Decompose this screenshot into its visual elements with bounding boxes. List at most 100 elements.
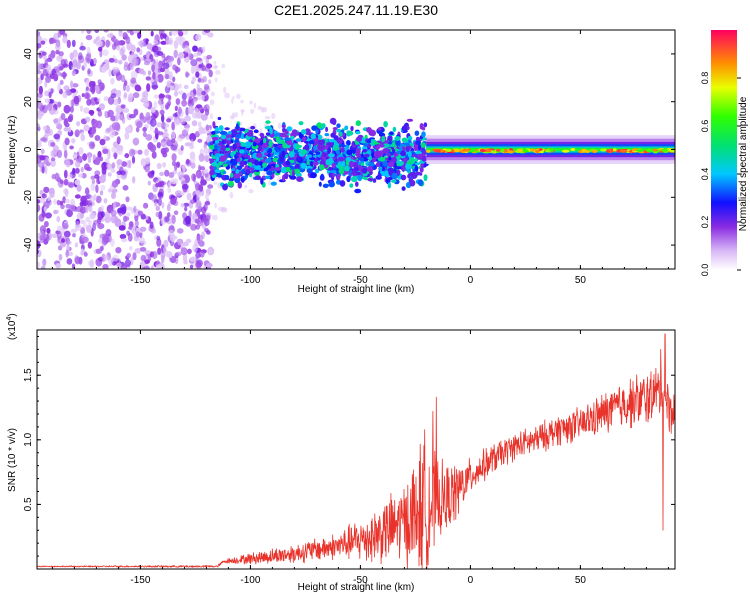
signal-speckle — [318, 164, 325, 171]
signal-speckle — [209, 169, 215, 176]
signal-speckle — [270, 181, 277, 186]
noise-speckle — [172, 169, 178, 175]
noise-speckle — [62, 223, 69, 230]
carrier-peak — [616, 149, 621, 153]
noise-speckle — [66, 209, 73, 218]
signal-speckle — [291, 169, 296, 177]
signal-speckle — [361, 167, 368, 174]
noise-speckle — [107, 33, 112, 38]
signal-speckle — [352, 144, 357, 148]
noise-speckle — [125, 216, 130, 221]
noise-speckle — [37, 204, 41, 213]
noise-speckle — [135, 231, 140, 238]
halo-speckle — [231, 112, 235, 119]
halo-speckle — [257, 105, 263, 111]
noise-speckle — [88, 109, 95, 115]
noise-speckle — [155, 183, 159, 188]
noise-speckle — [86, 224, 93, 233]
noise-speckle — [62, 35, 68, 44]
signal-speckle — [335, 164, 340, 169]
noise-speckle — [74, 194, 81, 199]
noise-speckle — [111, 122, 119, 131]
noise-speckle — [95, 195, 102, 204]
signal-speckle — [227, 180, 234, 187]
signal-speckle — [280, 167, 287, 174]
signal-speckle — [214, 144, 218, 150]
noise-speckle — [88, 220, 92, 226]
noise-speckle — [143, 60, 151, 66]
noise-speckle — [203, 55, 207, 60]
signal-speckle — [400, 150, 407, 157]
noise-speckle — [141, 261, 146, 268]
noise-speckle — [55, 42, 61, 52]
noise-speckle — [71, 70, 77, 77]
signal-speckle — [401, 186, 406, 191]
noise-speckle — [183, 84, 189, 90]
noise-speckle — [127, 54, 133, 63]
signal-speckle — [318, 181, 322, 187]
noise-speckle — [71, 39, 76, 48]
noise-speckle — [165, 104, 169, 110]
noise-speckle — [182, 164, 186, 173]
signal-speckle — [225, 175, 230, 180]
signal-speckle — [328, 172, 332, 178]
noise-speckle — [88, 205, 93, 213]
noise-speckle — [75, 61, 81, 70]
noise-speckle — [42, 125, 47, 131]
halo-speckle — [264, 116, 271, 120]
noise-speckle — [63, 169, 68, 179]
noise-speckle — [177, 228, 184, 234]
halo-speckle — [241, 109, 244, 116]
noise-speckle — [45, 75, 52, 84]
noise-speckle — [196, 190, 202, 199]
signal-speckle — [387, 167, 395, 173]
signal-speckle — [364, 153, 370, 158]
noise-speckle — [190, 162, 196, 169]
noise-speckle — [40, 137, 47, 142]
noise-speckle — [41, 165, 45, 174]
noise-speckle — [41, 193, 47, 199]
noise-speckle — [177, 30, 183, 35]
spectrogram-y-ticks: -40 -20 0 20 40 — [23, 48, 675, 252]
noise-speckle — [117, 207, 124, 214]
signal-speckle — [401, 164, 405, 172]
noise-speckle — [127, 94, 133, 103]
noise-speckle — [205, 262, 213, 268]
noise-speckle — [145, 76, 151, 81]
signal-speckle — [356, 148, 361, 153]
noise-speckle — [120, 74, 126, 83]
noise-speckle — [85, 187, 90, 196]
noise-speckle — [124, 34, 129, 40]
noise-speckle — [63, 85, 70, 91]
signal-speckle — [274, 146, 279, 151]
snr-scale-label: (x104) — [6, 313, 18, 340]
noise-speckle — [46, 57, 53, 63]
signal-speckle — [382, 160, 388, 167]
noise-speckle — [79, 105, 84, 112]
noise-speckle — [74, 256, 81, 265]
noise-speckle — [67, 240, 72, 245]
noise-speckle — [98, 46, 103, 52]
signal-speckle — [327, 147, 332, 154]
noise-speckle — [142, 131, 147, 138]
signal-speckle — [346, 140, 351, 146]
noise-speckle — [80, 131, 85, 139]
signal-speckle — [309, 160, 314, 168]
noise-speckle — [104, 110, 108, 118]
noise-speckle — [72, 83, 79, 88]
carrier-peak — [479, 149, 486, 153]
signal-speckle — [306, 159, 310, 166]
noise-speckle — [43, 159, 49, 165]
noise-speckle — [63, 178, 69, 186]
signal-speckle — [328, 138, 336, 143]
signal-speckle — [215, 156, 220, 162]
noise-speckle — [119, 233, 127, 240]
noise-speckle — [176, 161, 181, 168]
signal-speckle — [322, 183, 329, 188]
noise-speckle — [94, 97, 98, 102]
noise-speckle — [194, 131, 200, 138]
halo-speckle — [253, 102, 256, 109]
noise-speckle — [191, 76, 196, 83]
noise-speckle — [175, 251, 182, 257]
noise-speckle — [73, 53, 78, 60]
